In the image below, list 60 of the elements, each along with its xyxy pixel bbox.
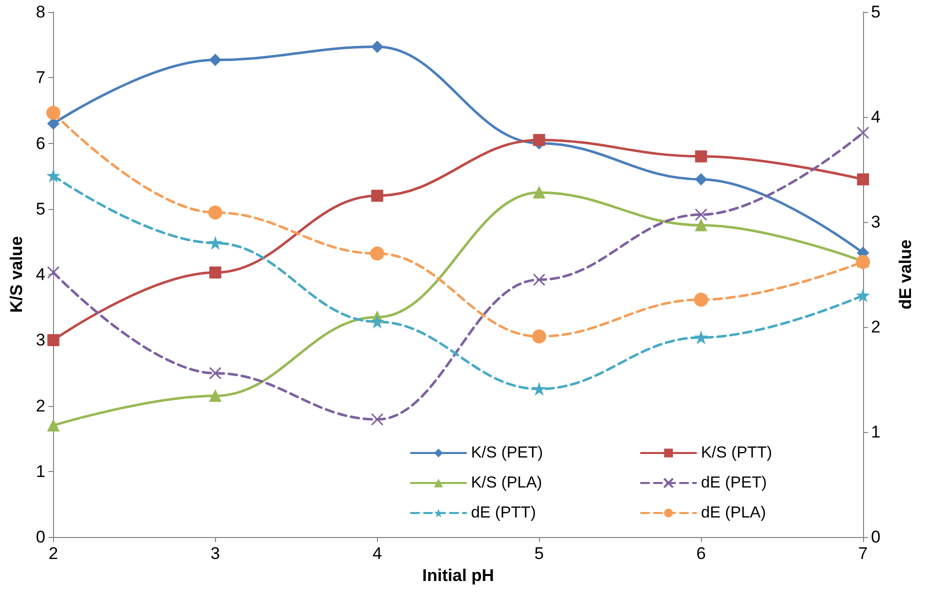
point — [46, 106, 60, 120]
point — [533, 186, 546, 198]
point — [371, 190, 384, 202]
point — [371, 40, 384, 53]
y-tick-label: 5 — [36, 199, 46, 218]
y2-tick-label: 1 — [871, 422, 880, 442]
x-tick-label: 2 — [48, 544, 58, 563]
legend-label: K/S (PTT) — [701, 444, 772, 462]
legend-label: dE (PTT) — [471, 504, 536, 522]
y-tick-label: 0 — [36, 528, 46, 546]
point — [47, 266, 60, 279]
y-tick-label: 8 — [36, 2, 46, 22]
point — [695, 150, 708, 162]
x-tick-label: 6 — [696, 544, 706, 563]
y2-tick-label: 5 — [871, 2, 880, 22]
point — [857, 173, 869, 186]
y-axis-title: K/S value — [7, 236, 26, 313]
legend-label: K/S (PLA) — [471, 474, 542, 492]
x-tick-label: 7 — [858, 544, 868, 563]
point — [370, 246, 384, 260]
y2-tick-label: 4 — [871, 108, 880, 126]
point — [533, 382, 546, 395]
point — [209, 54, 222, 66]
point — [695, 332, 708, 344]
x-tick-label: 4 — [372, 544, 382, 563]
point — [209, 237, 222, 249]
point — [209, 366, 222, 380]
y-tick-label: 1 — [36, 462, 46, 481]
y2-tick-label: 2 — [871, 318, 880, 336]
point — [533, 134, 546, 146]
y2-tick-label: 3 — [871, 212, 880, 232]
legend-label: K/S (PET) — [471, 444, 544, 462]
point — [694, 292, 708, 307]
point — [532, 329, 546, 344]
y2-tick-label: 0 — [871, 528, 880, 546]
point — [695, 219, 708, 232]
point — [47, 419, 60, 432]
y-tick-label: 4 — [36, 265, 46, 284]
point — [370, 413, 384, 426]
point — [209, 390, 222, 402]
point — [209, 266, 222, 279]
y2-axis-title: dE value — [896, 240, 915, 310]
point — [856, 126, 870, 139]
point — [47, 170, 60, 182]
point — [532, 274, 546, 286]
point — [695, 173, 708, 186]
legend-label: dE (PET) — [701, 474, 767, 492]
x-tick-label: 5 — [534, 544, 544, 563]
y-tick-label: 6 — [36, 134, 46, 153]
point — [694, 208, 708, 221]
y-tick-label: 2 — [36, 396, 46, 416]
x-tick-label: 3 — [210, 544, 220, 563]
legend-label: dE (PLA) — [701, 504, 766, 522]
x-axis-title: Initial pH — [422, 566, 494, 585]
point — [857, 290, 869, 302]
point — [371, 316, 384, 328]
point — [208, 206, 222, 220]
y-tick-label: 7 — [36, 68, 46, 88]
point — [47, 334, 60, 346]
y-tick-label: 3 — [36, 330, 46, 350]
